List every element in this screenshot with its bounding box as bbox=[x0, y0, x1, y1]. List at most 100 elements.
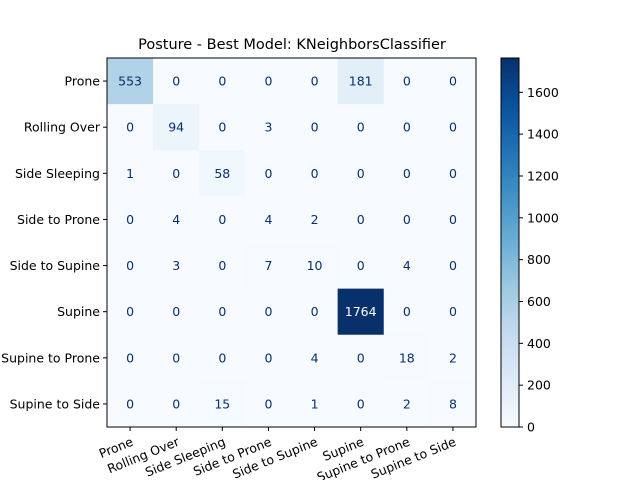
y-tick-label-side-sleeping: Side Sleeping bbox=[15, 166, 100, 181]
cell-value-label: 0 bbox=[264, 166, 272, 181]
cell-value-label: 0 bbox=[403, 304, 411, 319]
heatmap-cells bbox=[107, 58, 477, 428]
heatmap-cell bbox=[291, 334, 339, 382]
heatmap-cell bbox=[107, 104, 154, 151]
heatmap-cell bbox=[429, 196, 477, 243]
cell-value-label: 0 bbox=[264, 304, 272, 319]
heatmap-cell bbox=[337, 196, 385, 243]
cell-value-label: 4 bbox=[264, 212, 272, 227]
heatmap-cell bbox=[153, 58, 200, 105]
y-tick-label-supine: Supine bbox=[57, 304, 100, 319]
heatmap-cell bbox=[429, 150, 477, 197]
heatmap-cell bbox=[337, 58, 385, 105]
cell-value-label: 0 bbox=[218, 120, 226, 135]
cell-value-label: 0 bbox=[126, 258, 134, 273]
heatmap-cell bbox=[429, 288, 477, 336]
heatmap-cell bbox=[199, 58, 246, 105]
cell-value-label: 1 bbox=[126, 166, 134, 181]
colorbar-tick-label: 200 bbox=[527, 378, 551, 393]
cell-value-label: 4 bbox=[403, 258, 411, 273]
heatmap-cell bbox=[383, 380, 431, 428]
heatmap-cell bbox=[107, 288, 154, 336]
cell-value-label: 0 bbox=[357, 212, 365, 227]
cell-value-label: 0 bbox=[311, 304, 319, 319]
heatmap-cell bbox=[291, 58, 339, 105]
heatmap-cell bbox=[199, 380, 246, 428]
cell-value-label: 0 bbox=[218, 258, 226, 273]
colorbar-ticks: 0 200 400 600 800 1000 1200 1400 1600 bbox=[519, 85, 559, 435]
heatmap-cell bbox=[245, 288, 292, 336]
heatmap-cell bbox=[383, 334, 431, 382]
cell-value-label: 3 bbox=[264, 120, 272, 135]
cell-value-label: 0 bbox=[449, 166, 457, 181]
heatmap-cell bbox=[199, 104, 246, 151]
cell-value-label: 4 bbox=[311, 350, 319, 365]
cell-value-label: 7 bbox=[264, 258, 272, 273]
heatmap-cell bbox=[383, 242, 431, 290]
heatmap-cell bbox=[337, 334, 385, 382]
heatmap-cell bbox=[429, 58, 477, 105]
cell-value-label: 0 bbox=[403, 212, 411, 227]
cell-value-label: 0 bbox=[218, 350, 226, 365]
heatmap-cell bbox=[107, 58, 154, 105]
heatmap-cell bbox=[337, 150, 385, 197]
y-tick-label-rolling-over: Rolling Over bbox=[24, 120, 101, 135]
cell-value-label: 58 bbox=[214, 166, 230, 181]
colorbar-tick-label: 1200 bbox=[527, 168, 559, 183]
heatmap-cell bbox=[153, 288, 200, 336]
cell-value-label: 0 bbox=[449, 74, 457, 89]
heatmap-cell bbox=[245, 242, 292, 290]
cell-value-label: 0 bbox=[449, 212, 457, 227]
cell-value-labels: 553 0 0 0 0 181 0 00 94 0 3 0 0 0 01 0 58 0 0 0 0 00 4 0 4 2 0 0 00 3… bbox=[118, 74, 457, 412]
cell-value-label: 10 bbox=[307, 258, 323, 273]
cell-value-label: 0 bbox=[172, 166, 180, 181]
cell-value-label: 2 bbox=[311, 212, 319, 227]
heatmap-cell bbox=[291, 196, 339, 243]
heatmap-frame bbox=[106, 57, 477, 428]
cell-value-label: 553 bbox=[118, 74, 142, 89]
cell-value-label: 4 bbox=[172, 212, 180, 227]
colorbar-tick-label: 800 bbox=[527, 252, 551, 267]
colorbar-tick-label: 400 bbox=[527, 336, 551, 351]
cell-value-label: 15 bbox=[214, 396, 230, 411]
y-tick-label-side-to-prone: Side to Prone bbox=[17, 212, 100, 227]
heatmap-cell bbox=[107, 334, 154, 382]
colorbar: 0 200 400 600 800 1000 1200 1400 1600 bbox=[500, 57, 559, 435]
heatmap-cell bbox=[337, 104, 385, 151]
cell-value-label: 0 bbox=[357, 350, 365, 365]
heatmap-cell bbox=[245, 104, 292, 151]
heatmap-cell bbox=[429, 242, 477, 290]
cell-value-label: 0 bbox=[403, 166, 411, 181]
cell-value-label: 3 bbox=[172, 258, 180, 273]
cell-value-label: 0 bbox=[126, 396, 134, 411]
heatmap-cell bbox=[107, 242, 154, 290]
heatmap-cell bbox=[153, 334, 200, 382]
heatmap-cell bbox=[383, 58, 431, 105]
cell-value-label: 0 bbox=[403, 74, 411, 89]
colorbar-tick-label: 600 bbox=[527, 294, 551, 309]
cell-value-label: 0 bbox=[449, 304, 457, 319]
heatmap-cell bbox=[245, 380, 292, 428]
y-tick-label-supine-to-side: Supine to Side bbox=[10, 396, 101, 411]
cell-value-label: 8 bbox=[449, 396, 457, 411]
cell-value-label: 0 bbox=[172, 350, 180, 365]
heatmap-cell bbox=[383, 288, 431, 336]
cell-value-label: 0 bbox=[449, 120, 457, 135]
cell-value-label: 0 bbox=[357, 166, 365, 181]
colorbar-tick-label: 1600 bbox=[527, 85, 559, 100]
chart-title: Posture - Best Model: KNeighborsClassifi… bbox=[138, 37, 446, 53]
heatmap-cell bbox=[337, 380, 385, 428]
cell-value-label: 94 bbox=[168, 120, 184, 135]
heatmap-cell bbox=[291, 288, 339, 336]
heatmap-cell bbox=[383, 196, 431, 243]
colorbar-tick-label: 0 bbox=[527, 420, 535, 435]
colorbar-tick-label: 1400 bbox=[527, 127, 559, 142]
cell-value-label: 0 bbox=[264, 74, 272, 89]
heatmap-cell bbox=[199, 288, 246, 336]
cell-value-label: 0 bbox=[449, 258, 457, 273]
heatmap-cell bbox=[107, 380, 154, 428]
heatmap-cell bbox=[291, 380, 339, 428]
cell-value-label: 0 bbox=[264, 396, 272, 411]
cell-value-label: 0 bbox=[311, 74, 319, 89]
